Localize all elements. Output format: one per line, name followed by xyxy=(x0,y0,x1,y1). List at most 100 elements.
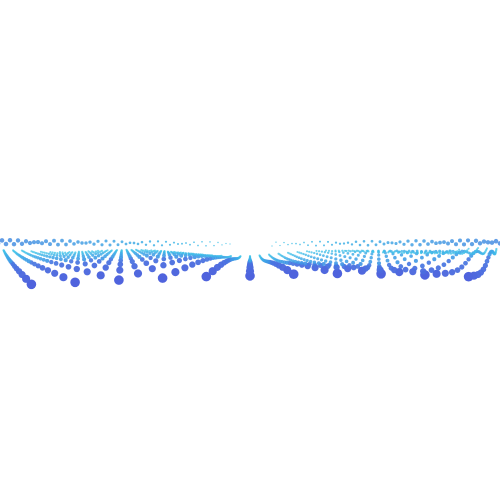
wave-particle xyxy=(438,252,442,255)
wave-particle xyxy=(393,255,397,260)
wave-particle xyxy=(99,250,102,253)
wave-particle xyxy=(102,264,109,271)
wave-particle xyxy=(334,253,338,256)
wave-particle xyxy=(39,265,46,271)
wave-particle xyxy=(115,248,119,252)
wave-particle xyxy=(201,240,203,243)
wave-particle xyxy=(354,240,358,244)
wave-particle xyxy=(204,253,207,257)
wave-particle xyxy=(26,279,37,290)
wave-particle xyxy=(148,265,156,273)
wave-particle xyxy=(179,251,182,254)
wave-particle xyxy=(65,253,68,256)
wave-particle xyxy=(451,249,455,253)
wave-particle xyxy=(181,264,189,272)
wave-particle xyxy=(70,277,80,288)
wave-particle xyxy=(315,244,317,247)
wave-particle xyxy=(271,245,273,247)
wave-particle xyxy=(44,239,48,244)
wave-particle xyxy=(347,263,352,268)
wave-particle xyxy=(410,243,414,247)
wave-particle xyxy=(207,254,211,257)
wave-particle xyxy=(59,273,68,282)
wave-particle xyxy=(65,263,72,270)
wave-particle xyxy=(342,251,345,254)
wave-particle xyxy=(337,249,340,252)
wave-particle xyxy=(160,262,167,269)
wave-particle xyxy=(239,255,242,258)
wave-particle xyxy=(100,249,103,252)
wave-particle xyxy=(160,244,164,247)
wave-particle xyxy=(295,242,297,245)
wave-particle xyxy=(429,251,432,254)
wave-particle xyxy=(88,258,94,263)
wave-particle xyxy=(302,252,305,256)
wave-particle xyxy=(291,242,293,245)
wave-particle xyxy=(23,239,29,244)
wave-particle xyxy=(189,261,196,268)
wave-particle xyxy=(441,269,449,277)
wave-particle xyxy=(307,244,309,247)
wave-particle xyxy=(414,239,418,243)
wave-particle xyxy=(279,244,281,247)
wave-particle xyxy=(197,244,199,247)
wave-particle xyxy=(38,252,42,256)
wave-particle xyxy=(358,243,362,247)
wave-particle xyxy=(346,252,350,255)
wave-particle xyxy=(298,251,301,254)
wave-particle xyxy=(152,244,156,247)
wave-particle xyxy=(437,254,441,258)
wave-particle xyxy=(338,242,342,245)
wave-particle xyxy=(456,250,459,253)
wave-particle xyxy=(148,251,152,255)
wave-particle xyxy=(297,256,301,260)
wave-particle xyxy=(362,250,366,253)
wave-particle xyxy=(324,249,328,252)
wave-particle xyxy=(183,256,188,262)
wave-particle xyxy=(39,241,45,246)
wave-particle xyxy=(356,253,360,257)
wave-particle xyxy=(221,244,223,246)
wave-particle xyxy=(320,250,324,253)
wave-particle xyxy=(303,261,308,266)
wave-particle xyxy=(305,259,309,263)
wave-particle xyxy=(49,251,52,254)
wave-particle xyxy=(458,248,461,251)
wave-particle xyxy=(430,239,434,244)
wave-particle xyxy=(299,257,303,261)
wave-particle xyxy=(150,249,153,252)
wave-particle xyxy=(406,251,409,255)
wave-particle xyxy=(312,256,316,260)
wave-particle xyxy=(92,242,96,246)
wave-particle xyxy=(362,254,366,258)
wave-particle xyxy=(376,261,382,266)
wave-particle xyxy=(286,251,290,254)
wave-particle xyxy=(133,269,143,278)
wave-particle xyxy=(283,241,285,244)
wave-particle xyxy=(323,251,327,254)
wave-particle xyxy=(136,242,140,246)
wave-particle xyxy=(477,241,483,246)
wave-particle xyxy=(443,251,447,255)
wave-particle xyxy=(143,260,150,267)
wave-particle xyxy=(334,241,338,244)
wave-particle xyxy=(181,242,183,245)
wave-particle xyxy=(311,240,313,243)
wave-particle xyxy=(96,249,100,252)
wave-particle xyxy=(156,249,159,253)
wave-particle xyxy=(169,250,173,253)
wave-particle xyxy=(206,254,209,257)
wave-particle xyxy=(188,255,193,261)
wave-particle xyxy=(299,243,301,246)
wave-particle xyxy=(41,251,44,254)
wave-particle xyxy=(45,252,48,255)
wave-particle xyxy=(209,241,211,243)
wave-particle xyxy=(91,253,95,257)
wave-particle xyxy=(402,257,407,262)
wave-particle xyxy=(134,248,138,251)
wave-particle xyxy=(200,258,206,264)
wave-particle xyxy=(172,241,176,244)
wave-particle xyxy=(100,256,105,261)
wave-particle xyxy=(439,250,442,253)
wave-particle xyxy=(460,249,464,253)
